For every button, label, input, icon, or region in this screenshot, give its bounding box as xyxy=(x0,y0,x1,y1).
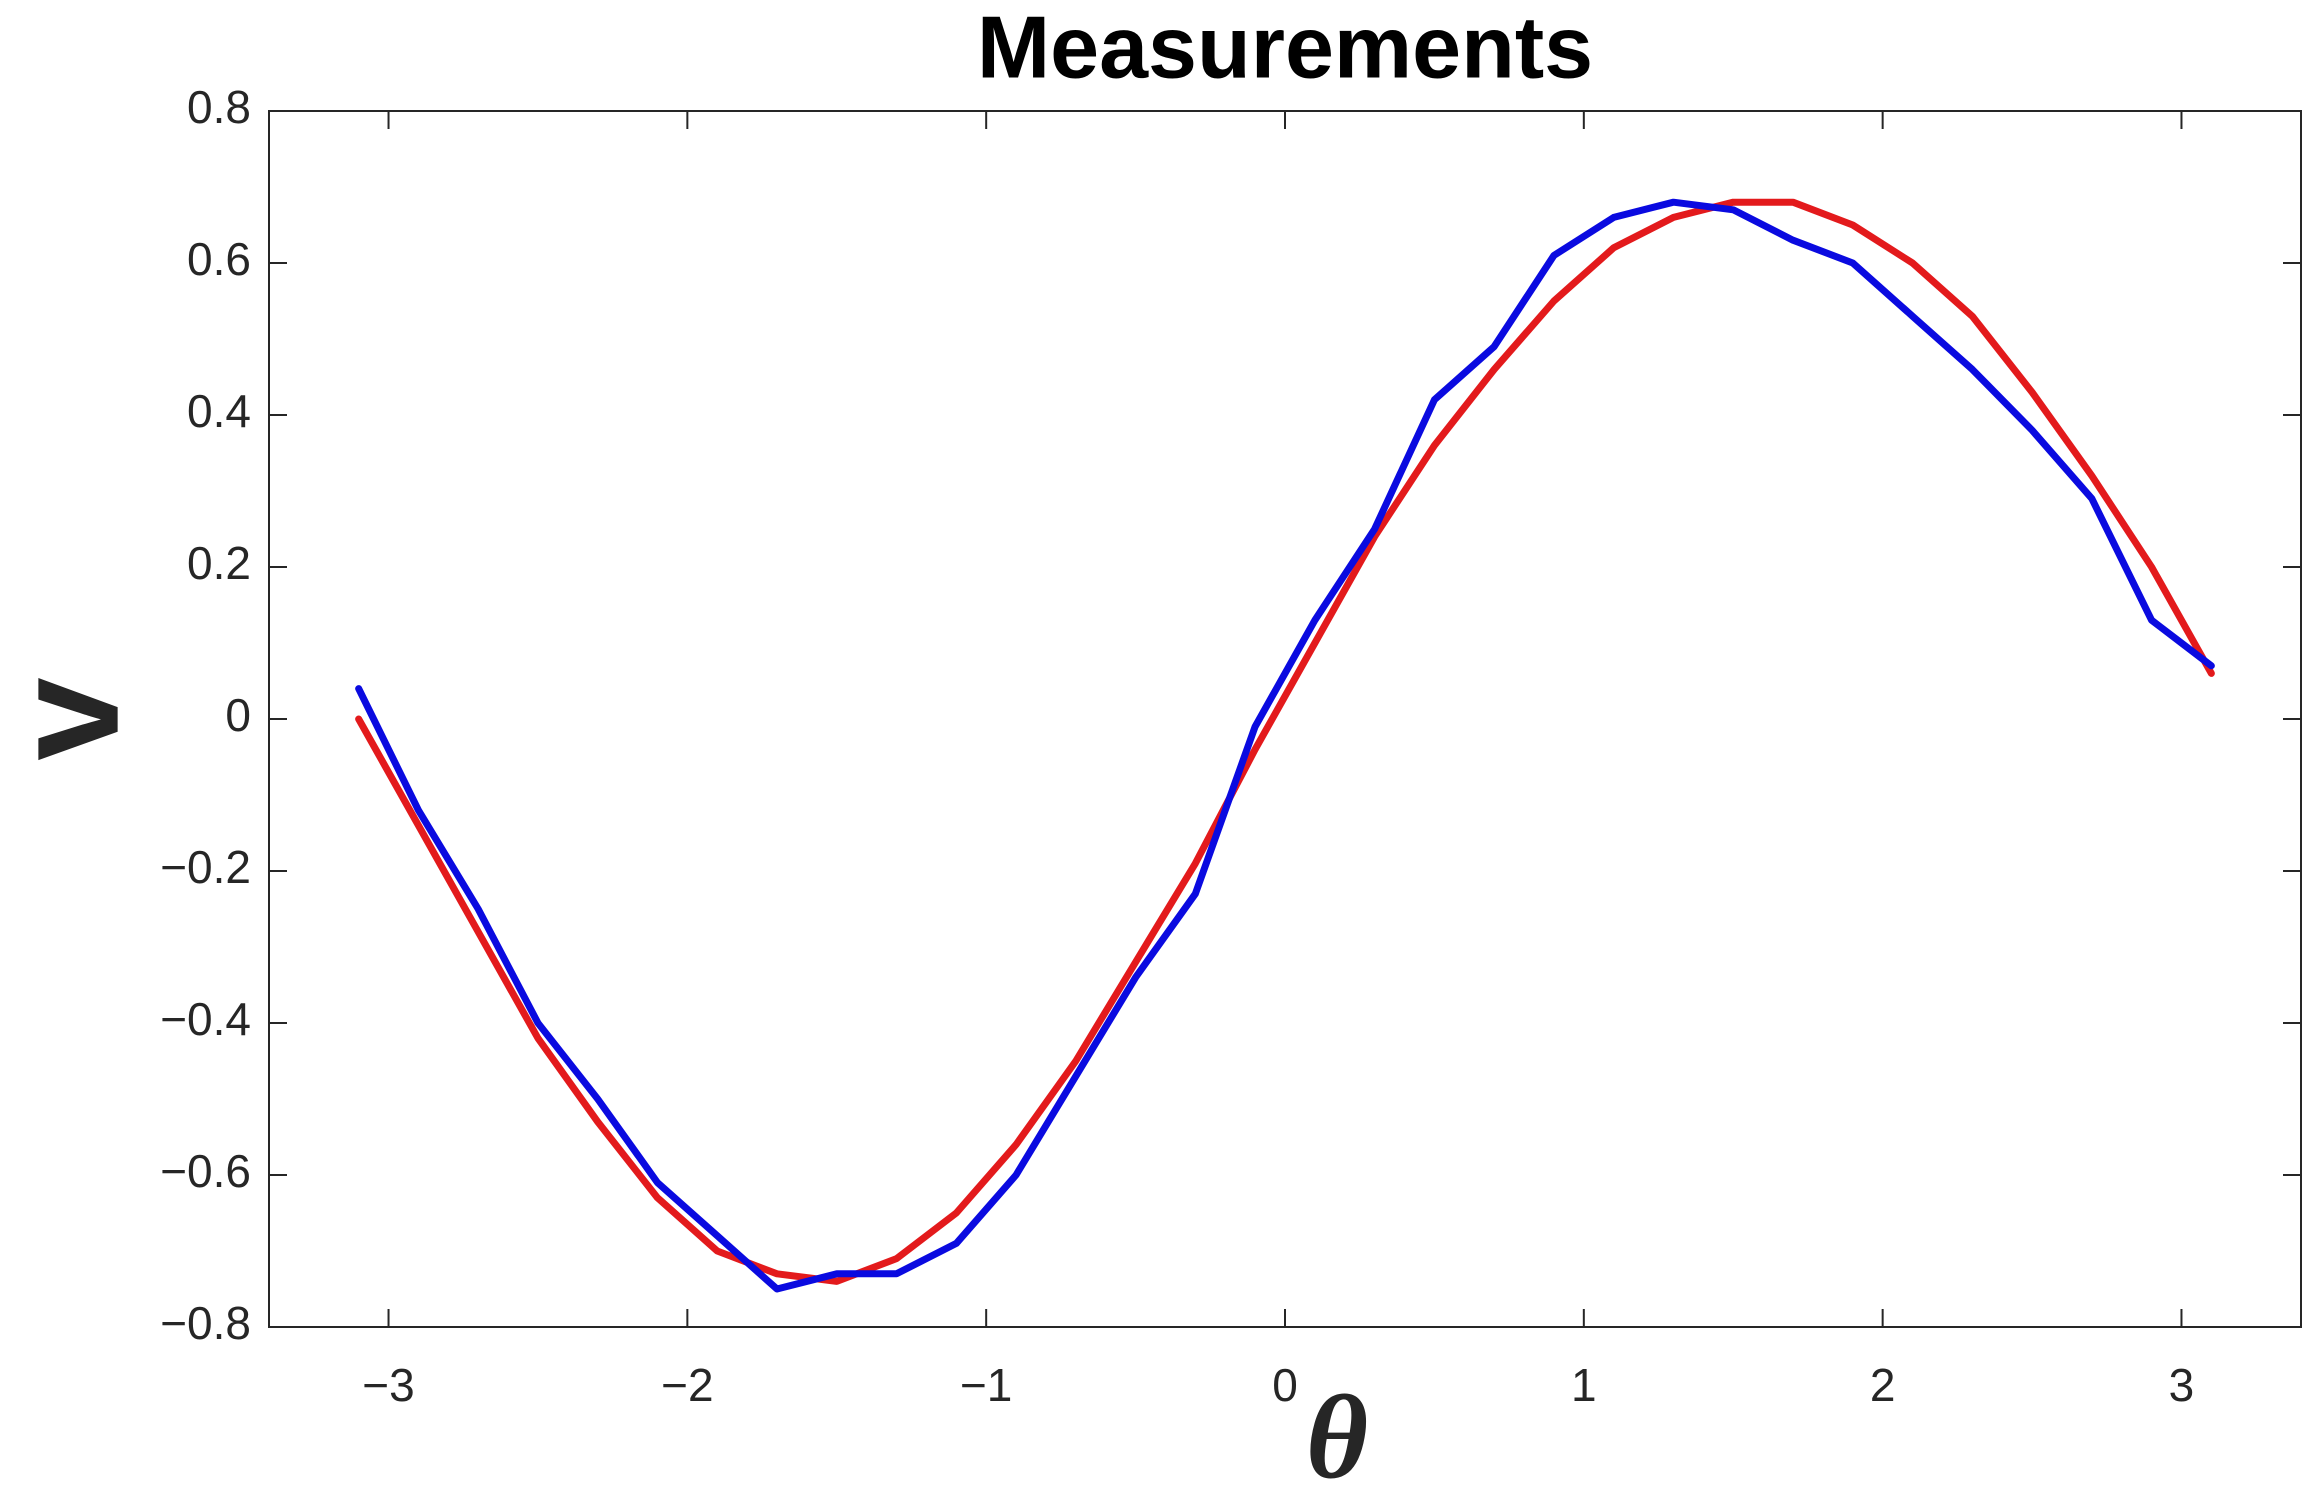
y-tick-label: −0.6 xyxy=(160,1145,251,1197)
x-tick-label: 1 xyxy=(1571,1359,1597,1411)
chart-title: Measurements xyxy=(977,0,1593,96)
y-tick-label: −0.8 xyxy=(160,1297,251,1349)
y-tick-label: 0.8 xyxy=(187,81,251,133)
y-tick-label: 0 xyxy=(225,689,251,741)
x-tick-label: −3 xyxy=(362,1359,414,1411)
y-tick-label: −0.2 xyxy=(160,841,251,893)
x-tick-label: −1 xyxy=(960,1359,1012,1411)
x-tick-label: 2 xyxy=(1870,1359,1896,1411)
plot-frame xyxy=(268,110,2302,1328)
y-tick-label: 0.4 xyxy=(187,385,251,437)
x-axis-label: θ xyxy=(1306,1371,1368,1504)
data-line xyxy=(355,198,2215,1293)
data-line xyxy=(355,198,2215,1285)
y-tick-label: 0.2 xyxy=(187,537,251,589)
x-tick-label: 0 xyxy=(1272,1359,1298,1411)
y-tick-label: −0.4 xyxy=(160,993,251,1045)
x-tick-label: 3 xyxy=(2169,1359,2195,1411)
y-tick-label: 0.6 xyxy=(187,233,251,285)
y-axis-label: v xyxy=(0,677,150,760)
x-tick-label: −2 xyxy=(661,1359,713,1411)
